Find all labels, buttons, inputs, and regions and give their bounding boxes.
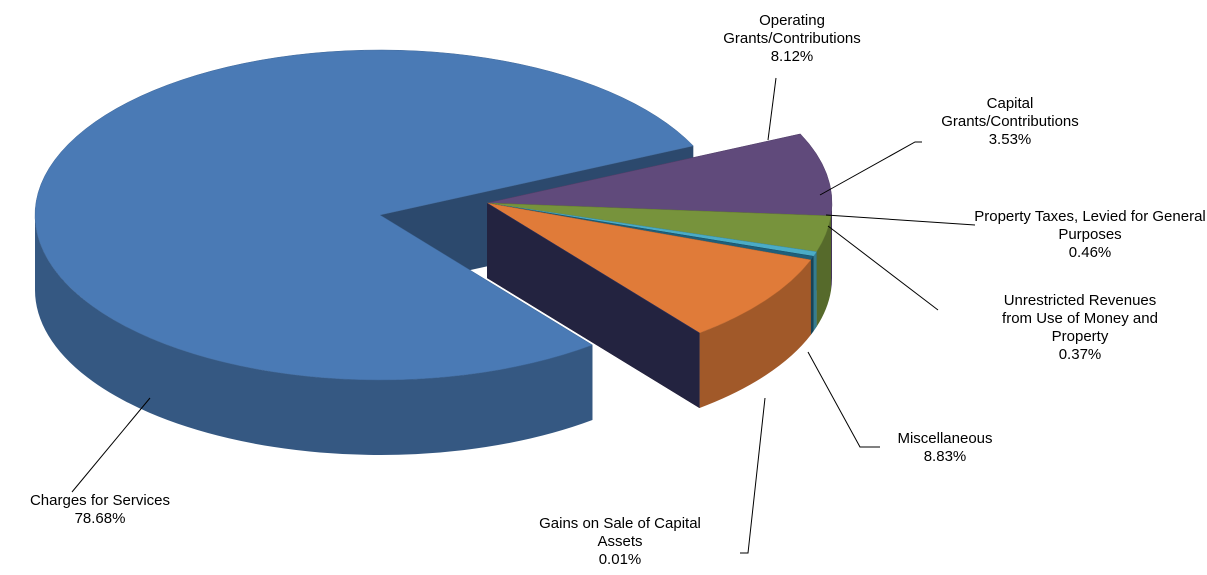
slice-side bbox=[830, 203, 832, 291]
slice-label: Gains on Sale of Capital Assets 0.01% bbox=[525, 515, 715, 569]
value-label: 0.37% bbox=[1058, 346, 1102, 363]
slice bbox=[34, 49, 694, 381]
leader-line bbox=[767, 77, 777, 141]
value-label: 8.83% bbox=[923, 448, 967, 465]
slice-label: Capital Grants/Contributions 3.53% bbox=[925, 95, 1095, 149]
leader-line bbox=[807, 351, 880, 448]
category-label: Operating Grants/Contributions bbox=[723, 12, 861, 47]
slice-label: Charges for Services 78.68% bbox=[0, 492, 200, 528]
slice-label: Operating Grants/Contributions 8.12% bbox=[702, 12, 882, 66]
category-label: Property Taxes, Levied for General Purpo… bbox=[974, 208, 1206, 243]
slice-side bbox=[813, 251, 817, 332]
category-label: Gains on Sale of Capital Assets bbox=[539, 515, 701, 550]
slice bbox=[486, 202, 701, 334]
value-label: 3.53% bbox=[988, 131, 1032, 148]
slice-side bbox=[487, 203, 700, 409]
slice-side bbox=[810, 256, 814, 335]
category-label: Charges for Services bbox=[29, 492, 171, 509]
leader-line bbox=[825, 214, 976, 226]
category-label: Capital Grants/Contributions bbox=[941, 95, 1079, 130]
slice-side bbox=[34, 215, 593, 455]
leader-line bbox=[827, 225, 939, 311]
leader-line bbox=[740, 397, 766, 554]
slice-side bbox=[699, 259, 811, 408]
category-label: Miscellaneous bbox=[897, 430, 993, 447]
slice bbox=[486, 202, 812, 334]
slice-label: Miscellaneous 8.83% bbox=[865, 430, 1025, 466]
slice-side bbox=[816, 215, 831, 327]
value-label: 78.68% bbox=[74, 510, 126, 527]
category-label: Unrestricted Revenues from Use of Money … bbox=[1002, 292, 1158, 345]
value-label: 0.01% bbox=[598, 551, 642, 568]
slice bbox=[486, 133, 833, 217]
slice-label: Unrestricted Revenues from Use of Money … bbox=[991, 292, 1169, 364]
leader-line bbox=[819, 141, 922, 196]
value-label: 8.12% bbox=[770, 48, 814, 65]
value-label: 0.46% bbox=[1068, 244, 1112, 261]
leader-line bbox=[71, 397, 151, 493]
slice-label: Property Taxes, Levied for General Purpo… bbox=[970, 208, 1207, 262]
